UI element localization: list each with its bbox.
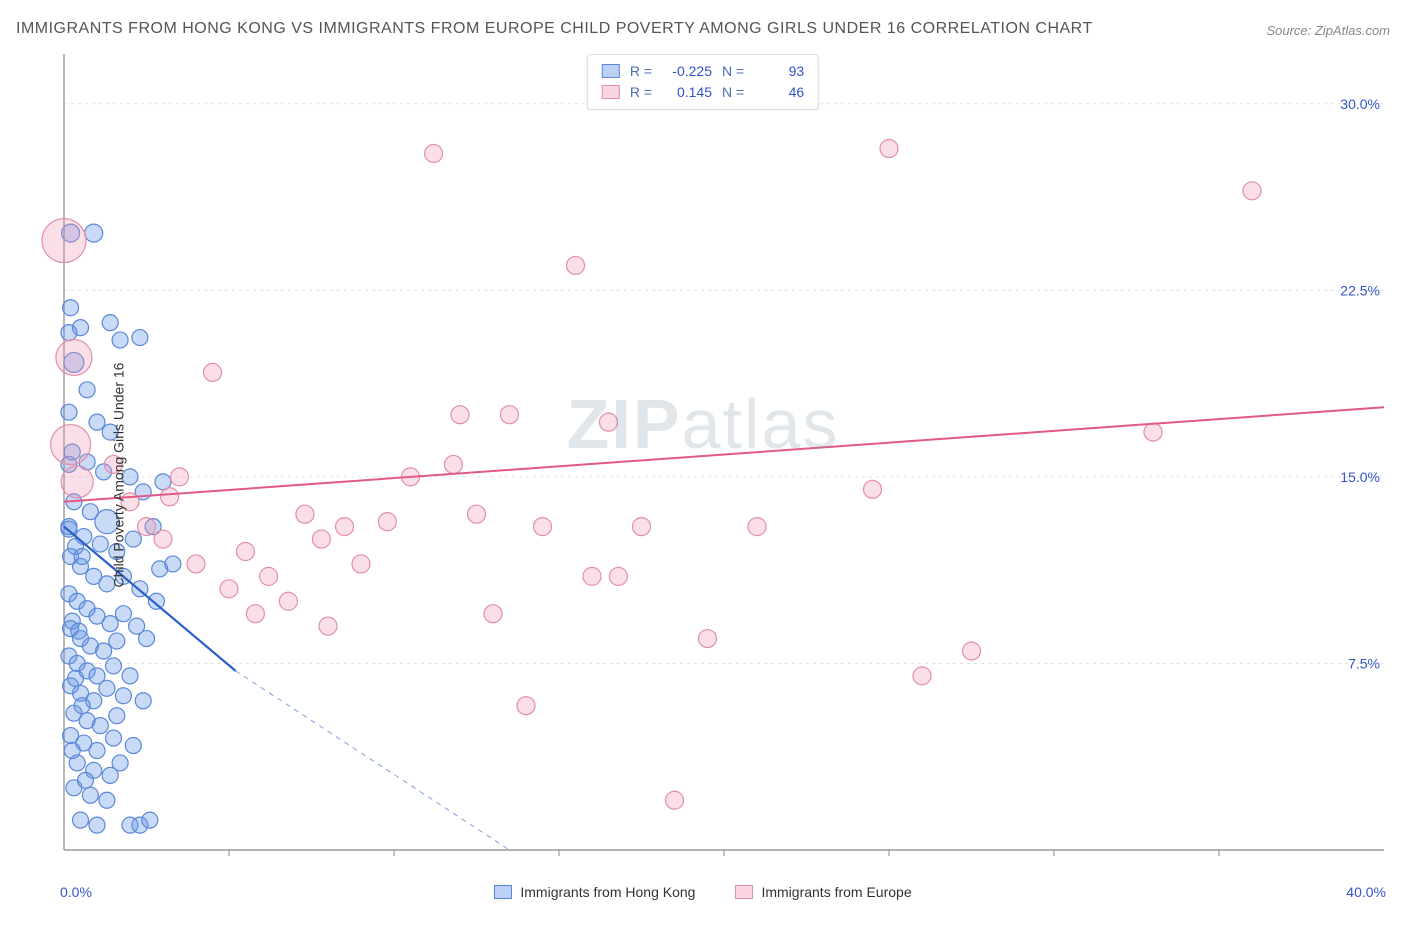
legend-stats-row-eu: R = 0.145 N = 46 xyxy=(602,82,804,103)
swatch-hk-icon xyxy=(602,64,620,78)
n-label: N = xyxy=(722,82,744,103)
n-value-hk: 93 xyxy=(754,61,804,82)
scatter-chart: 7.5% 15.0% 22.5% 30.0% xyxy=(16,50,1390,900)
swatch-hk-icon xyxy=(494,885,512,899)
x-axis-max-label: 40.0% xyxy=(1346,884,1386,900)
svg-text:15.0%: 15.0% xyxy=(1340,468,1380,484)
r-label: R = xyxy=(630,82,652,103)
source-label: Source: ZipAtlas.com xyxy=(1266,23,1390,42)
svg-text:22.5%: 22.5% xyxy=(1340,282,1380,298)
swatch-eu-icon xyxy=(735,885,753,899)
svg-text:7.5%: 7.5% xyxy=(1348,655,1380,671)
chart-title: IMMIGRANTS FROM HONG KONG VS IMMIGRANTS … xyxy=(16,16,1093,42)
r-value-eu: 0.145 xyxy=(662,82,712,103)
legend-stats-row-hk: R = -0.225 N = 93 xyxy=(602,61,804,82)
n-value-eu: 46 xyxy=(754,82,804,103)
y-axis-label: Child Poverty Among Girls Under 16 xyxy=(110,362,126,587)
legend-series: Immigrants from Hong Kong Immigrants fro… xyxy=(16,884,1390,900)
header: IMMIGRANTS FROM HONG KONG VS IMMIGRANTS … xyxy=(16,16,1390,42)
legend-stats: R = -0.225 N = 93 R = 0.145 N = 46 xyxy=(587,54,819,110)
r-value-hk: -0.225 xyxy=(662,61,712,82)
chart-container: Child Poverty Among Girls Under 16 7.5% 1… xyxy=(16,50,1390,900)
legend-item-eu: Immigrants from Europe xyxy=(735,884,911,900)
legend-label-hk: Immigrants from Hong Kong xyxy=(520,884,695,900)
legend-item-hk: Immigrants from Hong Kong xyxy=(494,884,695,900)
swatch-eu-icon xyxy=(602,85,620,99)
r-label: R = xyxy=(630,61,652,82)
legend-label-eu: Immigrants from Europe xyxy=(761,884,911,900)
n-label: N = xyxy=(722,61,744,82)
svg-text:30.0%: 30.0% xyxy=(1340,95,1380,111)
